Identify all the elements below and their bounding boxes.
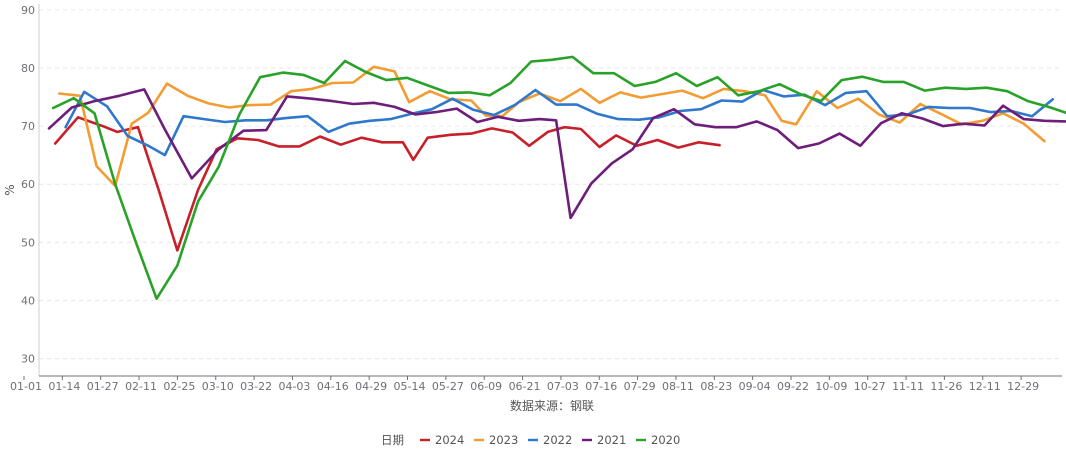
series-line-2021[interactable] [47,88,1066,220]
legend-label: 2024 [435,433,464,447]
legend-label: 2022 [543,433,572,447]
x-tick-label: 02-11 [125,380,157,393]
x-tick-label: 09-04 [739,380,771,393]
y-tick-label: 50 [21,236,35,249]
x-tick-label: 06-21 [509,380,541,393]
legend-label: 2021 [597,433,626,447]
x-tick-label: 09-22 [777,380,809,393]
x-tick-label: 07-16 [585,380,617,393]
x-tick-label: 07-03 [547,380,579,393]
x-tick-label: 08-11 [662,380,694,393]
x-axis-label: 数据来源：钢联 [510,398,594,413]
y-axis-label: % [3,184,17,195]
series-line-2020[interactable] [51,55,1066,301]
series-line-2024[interactable] [53,116,721,252]
legend[interactable]: 日期 2024 2023 2022 2021 2020 [381,433,680,447]
x-tick-label: 10-09 [815,380,847,393]
x-tick-label: 05-14 [394,380,426,393]
x-tick-label: 04-29 [355,380,387,393]
grid-lines [39,9,1062,360]
x-tick-label: 03-22 [240,380,272,393]
x-tick-label: 12-29 [1007,380,1039,393]
legend-item-2024[interactable]: 2024 [420,433,464,447]
legend-item-2023[interactable]: 2023 [474,433,518,447]
legend-label: 2023 [489,433,518,447]
legend-item-2022[interactable]: 2022 [528,433,572,447]
series-line-2022[interactable] [64,88,1055,157]
x-tick-label: 11-11 [892,380,924,393]
x-tick-label: 07-29 [624,380,656,393]
x-tick-label: 06-09 [470,380,502,393]
legend-item-2021[interactable]: 2021 [582,433,626,447]
x-tick-label: 04-03 [278,380,310,393]
y-tick-label: 80 [21,62,35,75]
x-tick-label: 05-27 [432,380,464,393]
y-tick-label: 60 [21,178,35,191]
y-tick-label: 90 [21,4,35,17]
axes: 30 40 50 60 70 80 90 01-01 01-14 01-27 02-11 02-25 0… [10,4,1062,393]
x-tick-label: 01-27 [87,380,119,393]
x-tick-label: 01-01 [10,380,42,393]
x-tick-label: 11-26 [930,380,962,393]
x-tick-label: 01-14 [48,380,80,393]
x-tick-label: 03-10 [202,380,234,393]
y-tick-label: 70 [21,120,35,133]
legend-label: 2020 [651,433,680,447]
series-lines [47,55,1066,301]
x-tick-label: 12-11 [969,380,1001,393]
x-tick-label: 10-27 [854,380,886,393]
x-tick-label: 04-16 [317,380,349,393]
legend-item-2020[interactable]: 2020 [636,433,680,447]
y-tick-label: 40 [21,294,35,307]
x-tick-label: 08-23 [700,380,732,393]
legend-title: 日期 [381,433,404,447]
x-tick-label: 02-25 [163,380,195,393]
y-tick-label: 30 [21,353,35,366]
